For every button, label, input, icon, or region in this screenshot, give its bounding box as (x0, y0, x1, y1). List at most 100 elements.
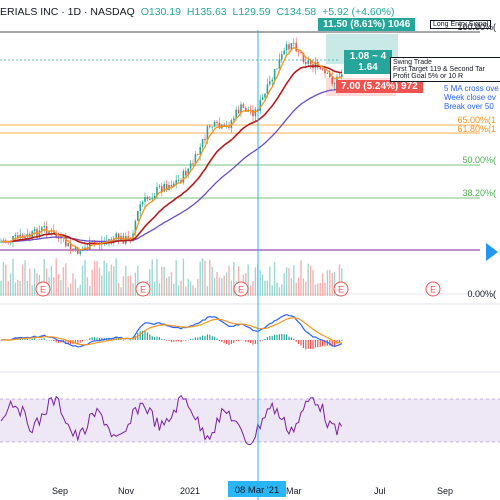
volume-bar (67, 287, 69, 296)
volume-bar (319, 283, 321, 296)
candle-body (45, 226, 48, 234)
candle-body (175, 180, 177, 184)
macd-histogram-bar (317, 340, 319, 348)
macd-histogram-bar (281, 333, 283, 340)
volume-bar (209, 259, 211, 296)
candle-body (43, 226, 45, 228)
macd-histogram-bar (96, 337, 98, 340)
ma-fast-line (0, 46, 343, 251)
macd-histogram-bar (276, 334, 278, 340)
volume-bar (43, 258, 45, 296)
candle-body (144, 197, 146, 202)
cross-note-3: Break over 50 (444, 102, 494, 111)
swing-trade-line1: First Target 119 & Second Tar (393, 66, 485, 73)
macd-histogram-bar (329, 340, 331, 346)
candle-body (240, 104, 242, 113)
volume-bar (151, 259, 153, 296)
candles (0, 37, 343, 257)
ma-slow-line (1, 87, 342, 243)
fib-382-label: 38.20%( (462, 188, 496, 198)
candle-body (163, 184, 165, 192)
symbol-name[interactable]: ERIALS INC · 1D · NASDAQ (0, 6, 135, 18)
volume-bar (101, 275, 103, 296)
range-tag-top[interactable]: 11.50 (8.61%) 1046 (318, 18, 416, 31)
volume-bar (170, 272, 173, 296)
fib-0-label: 0.00%( (467, 289, 496, 299)
volume-bar (338, 264, 341, 296)
macd-histogram-bar (161, 339, 163, 340)
volume-bar (93, 260, 96, 296)
macd-histogram-bar (274, 334, 276, 340)
candle-body (12, 236, 14, 242)
volume-bar (129, 275, 132, 296)
macd-histogram-bar (228, 340, 230, 345)
candle-body (204, 138, 206, 141)
candle-body (314, 61, 317, 69)
range-tag-mid[interactable]: 1.08 ~ 4 1.64 (344, 50, 392, 74)
macd-histogram-bar (89, 337, 91, 340)
macd-histogram-bar (278, 334, 280, 340)
macd-histogram-bar (266, 336, 268, 340)
volume-bar (264, 280, 266, 296)
swing-trade-note[interactable]: Swing Trade First Target 119 & Second Ta… (390, 57, 500, 82)
close-value: C134.58 (276, 6, 317, 18)
volume-bar (333, 272, 336, 296)
event-marker-icon (135, 281, 151, 297)
macd-histogram-bar (238, 340, 240, 342)
macd-histogram-bar (50, 340, 52, 341)
macd-histogram-bar (230, 340, 232, 344)
volume-bar (204, 260, 206, 296)
macd-histogram-bar (223, 340, 225, 344)
volume-bar (261, 274, 264, 296)
macd-histogram-bar (98, 338, 100, 340)
volume-bar (21, 264, 24, 296)
volume-bar (295, 282, 297, 296)
candle-body (156, 186, 158, 196)
fib-618-label: 61.80%(1 (457, 124, 496, 134)
volume-bar (103, 260, 105, 296)
volume-bar (182, 258, 185, 296)
volume-bar (180, 280, 182, 296)
macd-histogram-bar (144, 330, 146, 340)
candle-body (278, 59, 281, 69)
volume-bar (331, 272, 333, 296)
candle-body (192, 163, 194, 165)
volume-bar (115, 258, 117, 296)
candle-body (36, 229, 38, 237)
swing-trade-title: Swing Trade (393, 59, 432, 66)
scroll-right-button[interactable] (478, 237, 500, 267)
macd-histogram-bar (288, 336, 290, 340)
volume-bar (293, 264, 295, 296)
candle-body (21, 234, 24, 238)
macd-histogram-bar (211, 336, 213, 340)
candle-body (237, 109, 240, 113)
volume-bar (24, 260, 26, 296)
macd-histogram-bar (194, 337, 196, 340)
volume-bar (31, 285, 33, 296)
candle-body (266, 84, 269, 94)
macd-histogram-bar (185, 340, 187, 341)
long-entry-label[interactable]: Long Entry Signal (430, 20, 492, 29)
macd-histogram-bar (310, 340, 312, 349)
svg-text:E: E (430, 285, 436, 295)
macd-histogram-bar (175, 340, 177, 342)
volume-bar (29, 268, 31, 296)
range-tag-mid-line2: 1.64 (358, 62, 378, 73)
volume-bar (297, 277, 300, 296)
candle-body (19, 234, 21, 238)
macd-histogram-bar (190, 338, 192, 340)
candle-body (199, 147, 201, 155)
macd-histogram-bar (156, 336, 158, 340)
volume-bar (302, 278, 305, 296)
volume-bar (218, 277, 221, 296)
volume-bar (278, 287, 281, 296)
volume-bar (5, 264, 7, 296)
range-tag-red[interactable]: 7.00 (5.24%) 972 (336, 80, 423, 93)
volume-bar (254, 267, 257, 296)
volume-bar (161, 266, 163, 296)
macd-histogram-bar (324, 340, 326, 347)
candle-body (321, 68, 324, 70)
event-marker-icon (333, 281, 349, 297)
